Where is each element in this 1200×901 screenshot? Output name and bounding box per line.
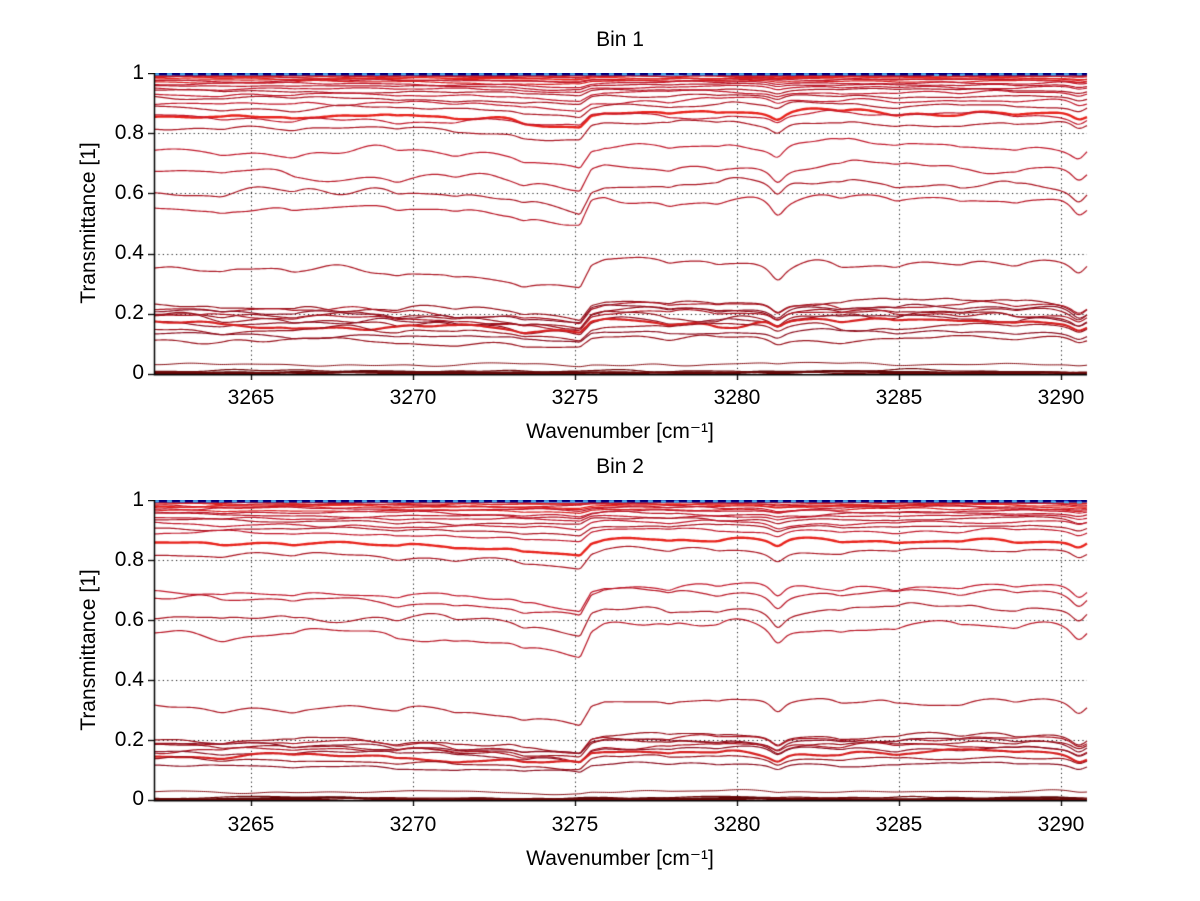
subplot1-y-tick-label: 0.4 [114, 241, 144, 264]
subplot1-x-tick-label: 3270 [389, 386, 437, 409]
subplot1-x-tick-label: 3285 [875, 386, 923, 409]
subplot2-spectra-canvas [148, 500, 1089, 806]
subplot1-y-tick-label: 0.2 [114, 301, 144, 324]
subplot2-y-tick-label: 0.8 [114, 548, 144, 571]
subplot1-y-axis-label: Transmittance [1] [77, 142, 100, 304]
subplot1-x-tick-label: 3275 [551, 386, 599, 409]
subplot2-y-tick-label: 0.4 [114, 668, 144, 691]
subplot1-x-tick-label: 3280 [713, 386, 761, 409]
subplot1-x-tick-label: 3290 [1037, 386, 1085, 409]
subplot1-y-tick-label: 0.8 [114, 121, 144, 144]
subplot2-x-tick-label: 3270 [389, 813, 437, 836]
subplot2-y-axis-label: Transmittance [1] [77, 569, 100, 731]
subplot2-y-tick-label: 0.2 [114, 728, 144, 751]
subplot2-x-tick-label: 3285 [875, 813, 923, 836]
subplot2-x-axis-label: Wavenumber [cm⁻¹] [526, 847, 714, 870]
subplot1-title: Bin 1 [596, 28, 644, 51]
subplot2-x-tick-label: 3265 [227, 813, 275, 836]
subplot2-y-tick-label: 0.6 [114, 608, 144, 631]
subplot1-y-tick-label: 0.6 [114, 181, 144, 204]
subplot2-x-tick-label: 3290 [1037, 813, 1085, 836]
subplot2-y-tick-label: 1 [132, 488, 144, 511]
subplot1-y-tick-label: 0 [132, 361, 144, 384]
subplot1-y-tick-label: 1 [132, 61, 144, 84]
subplot1-x-tick-label: 3265 [227, 386, 275, 409]
subplot1-x-axis-label: Wavenumber [cm⁻¹] [526, 420, 714, 443]
subplot2-x-tick-label: 3280 [713, 813, 761, 836]
subplot2-y-tick-label: 0 [132, 787, 144, 810]
subplot2-title: Bin 2 [596, 455, 644, 478]
subplot1-spectra-canvas [148, 73, 1089, 380]
subplot2-x-tick-label: 3275 [551, 813, 599, 836]
